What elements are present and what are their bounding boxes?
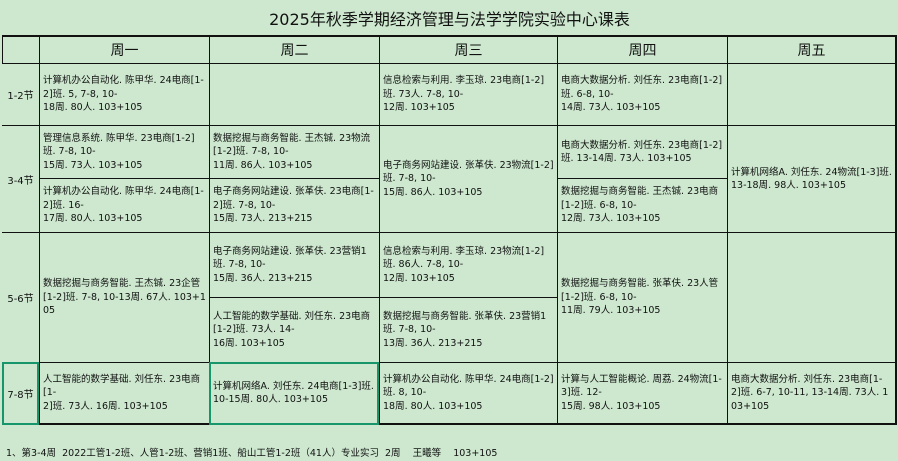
header-thursday[interactable]: 周四 — [557, 35, 727, 63]
page-title: 2025年秋季学期经济管理与法学学院实验中心课表 — [269, 9, 630, 29]
course-cell[interactable]: 电子商务网站建设. 张革伕. 23营销1班. 7-8, 10- 15周. 36人… — [209, 232, 379, 297]
period-label[interactable]: 5-6节 — [2, 232, 39, 362]
course-cell[interactable]: 电子商务网站建设. 张革伕. 23物流[1-2]班. 7-8, 10- 15周.… — [379, 125, 557, 232]
course-cell[interactable] — [727, 232, 897, 362]
course-cell[interactable]: 数据挖掘与商务智能. 王杰铖. 23电商[1-2]班. 6-8, 10- 12周… — [557, 178, 727, 232]
course-cell[interactable]: 数据挖掘与商务智能. 张革伕. 23人管[1-2]班. 6-8, 10- 11周… — [557, 232, 727, 362]
course-cell[interactable]: 计算机办公自动化. 陈甲华. 24电商[1-2]班. 16- 17周. 80人.… — [39, 178, 209, 232]
course-cell[interactable]: 数据挖掘与商务智能. 张革伕. 23营销1班. 7-8, 10- 13周. 36… — [379, 297, 557, 362]
course-cell[interactable]: 数据挖掘与商务智能. 王杰铖. 23企管[1-2]班. 7-8, 10-13周.… — [39, 232, 209, 362]
course-cell[interactable]: 电商大数据分析. 刘任东. 23电商[1-2]班. 6-7, 10-11, 13… — [727, 362, 897, 425]
course-cell[interactable]: 电商大数据分析. 刘任东. 23电商[1-2]班. 6-8, 10- 14周. … — [557, 63, 727, 125]
course-cell[interactable]: 数据挖掘与商务智能. 王杰铖. 23物流[1-2]班. 7-8, 10- 11周… — [209, 125, 379, 178]
header-wednesday[interactable]: 周三 — [379, 35, 557, 63]
header-monday[interactable]: 周一 — [39, 35, 209, 63]
course-cell[interactable]: 管理信息系统. 陈甲华. 23电商[1-2]班. 7-8, 10- 15周. 7… — [39, 125, 209, 178]
course-cell[interactable] — [209, 63, 379, 125]
period-label[interactable]: 3-4节 — [2, 125, 39, 232]
period-label[interactable]: 1-2节 — [2, 63, 39, 125]
period-label[interactable]: 7-8节 — [2, 362, 39, 425]
course-cell[interactable]: 计算机办公自动化. 陈甲华. 24电商[1-2]班. 8, 10- 18周. 8… — [379, 362, 557, 425]
course-cell[interactable]: 计算机网络A. 刘任东. 24物流[1-3]班. 13-18周. 98人. 10… — [727, 125, 897, 232]
course-cell[interactable]: 计算机办公自动化. 陈甲华. 24电商[1-2]班. 5, 7-8, 10- 1… — [39, 63, 209, 125]
header-friday[interactable]: 周五 — [727, 35, 897, 63]
course-cell-selected[interactable]: 计算机网络A. 刘任东. 24电商[1-3]班. 10-15周. 80人. 10… — [209, 362, 379, 425]
course-cell[interactable] — [727, 63, 897, 125]
corner-cell[interactable] — [2, 35, 39, 63]
course-cell[interactable]: 电商大数据分析. 刘任东. 23电商[1-2]班. 13-14周. 73人. 1… — [557, 125, 727, 178]
footnote[interactable]: 1、第3-4周 2022工管1-2班、人管1-2班、营销1班、船山工管1-2班（… — [6, 448, 498, 459]
course-cell[interactable]: 人工智能的数学基础. 刘任东. 23电商[1-2]班. 73人. 14- 16周… — [209, 297, 379, 362]
header-tuesday[interactable]: 周二 — [209, 35, 379, 63]
course-cell[interactable]: 人工智能的数学基础. 刘任东. 23电商[1- 2]班. 73人. 16周. 1… — [39, 362, 209, 425]
course-cell[interactable]: 信息检索与利用. 李玉琼. 23电商[1-2]班. 73人. 7-8, 10- … — [379, 63, 557, 125]
course-cell[interactable]: 计算与人工智能概论. 周荔. 24物流[1-3]班. 12- 15周. 98人.… — [557, 362, 727, 425]
course-cell[interactable]: 电子商务网站建设. 张革伕. 23电商[1-2]班. 7-8, 10- 15周.… — [209, 178, 379, 232]
course-cell[interactable]: 信息检索与利用. 李玉琼. 23物流[1-2]班. 86人. 7-8, 10- … — [379, 232, 557, 297]
